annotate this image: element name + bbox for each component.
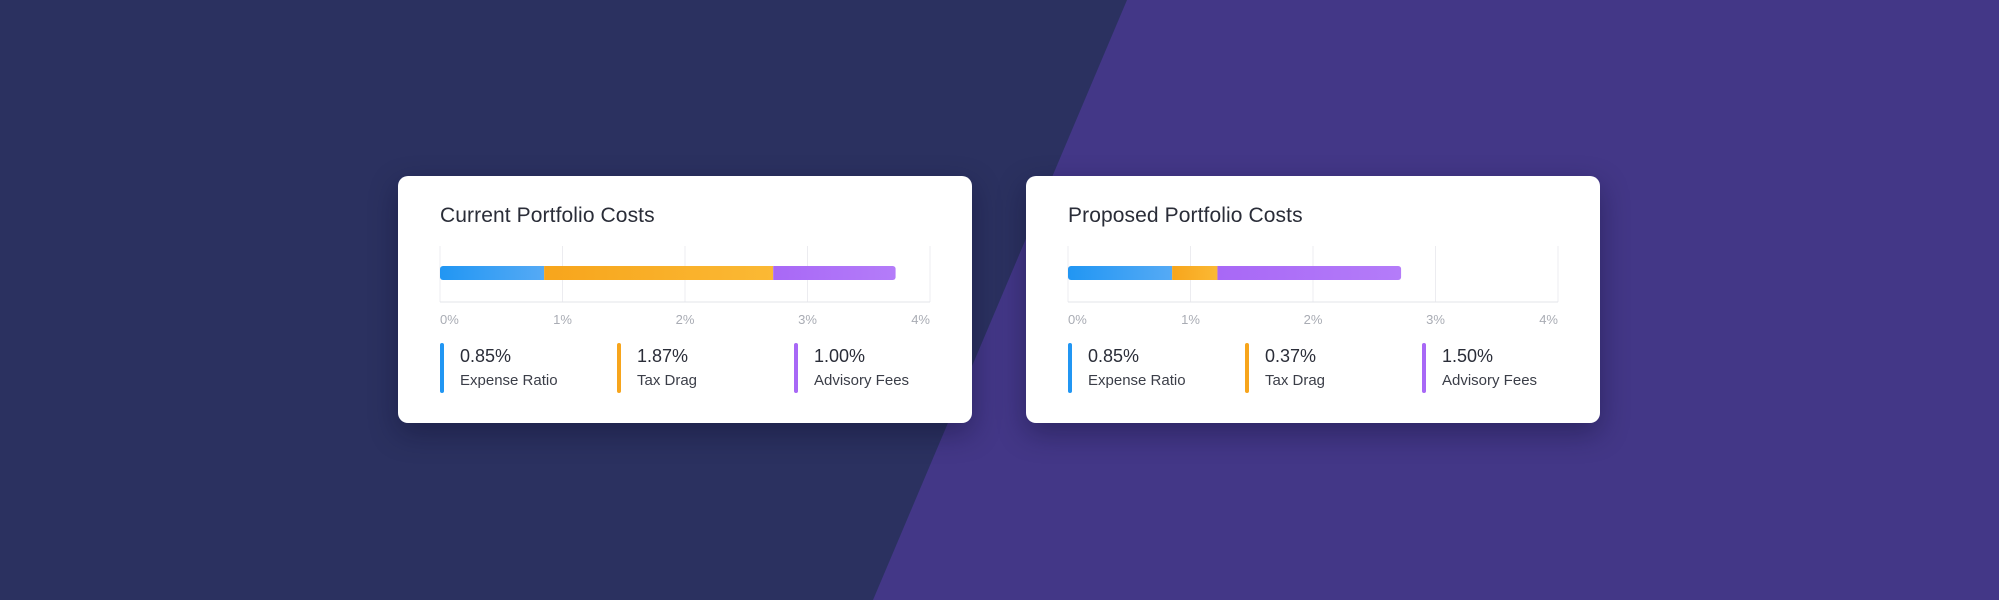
legend-marker [1422, 343, 1426, 393]
legend-item-expense-ratio: 0.85% Expense Ratio [440, 343, 558, 393]
legend-item-advisory-fees: 1.50% Advisory Fees [1422, 343, 1537, 393]
legend-value: 0.85% [1088, 346, 1140, 366]
stacked-bar [1068, 266, 1402, 280]
legend-marker [440, 343, 444, 393]
legend-marker [1068, 343, 1072, 393]
legend-value: 0.37% [1265, 346, 1317, 366]
legend: 0.85% Expense Ratio 0.37% Tax Drag 1.50%… [1068, 343, 1578, 395]
chart-svg: 0% 1% 2% 3% 4% [439, 246, 931, 327]
bar-segment-tax-drag [1172, 266, 1218, 280]
cost-chart: 0% 1% 2% 3% 4% [439, 246, 931, 327]
tick-label: 1% [553, 312, 572, 327]
tick-label: 3% [798, 312, 817, 327]
legend-label: Tax Drag [1265, 372, 1326, 389]
tick-label: 0% [440, 312, 459, 327]
bar-segment-tax-drag [544, 266, 774, 280]
legend-marker [617, 343, 621, 393]
chart-svg: 0% 1% 2% 3% 4% [1067, 246, 1559, 327]
legend: 0.85% Expense Ratio 1.87% Tax Drag 1.00%… [440, 343, 950, 395]
legend-item-advisory-fees: 1.00% Advisory Fees [794, 343, 909, 393]
current-portfolio-card: Current Portfolio Costs 0% 1% 2% 3% 4% 0.85%… [398, 176, 972, 423]
cost-chart: 0% 1% 2% 3% 4% [1067, 246, 1559, 327]
bar-segment-expense-ratio [440, 266, 545, 280]
legend-label: Expense Ratio [1088, 372, 1186, 389]
tick-label: 1% [1181, 312, 1200, 327]
legend-label: Expense Ratio [460, 372, 558, 389]
legend-value: 0.85% [460, 346, 512, 366]
tick-label: 2% [676, 312, 695, 327]
card-title: Current Portfolio Costs [440, 204, 655, 227]
legend-item-tax-drag: 0.37% Tax Drag [1245, 343, 1325, 393]
tick-label: 3% [1426, 312, 1445, 327]
legend-value: 1.00% [814, 346, 866, 366]
tick-label: 2% [1304, 312, 1323, 327]
legend-value: 1.87% [637, 346, 689, 366]
legend-label: Advisory Fees [814, 372, 910, 389]
stacked-bar [440, 266, 896, 280]
legend-label: Advisory Fees [1442, 372, 1538, 389]
legend-marker [1245, 343, 1249, 393]
tick-label: 4% [1539, 312, 1558, 327]
proposed-portfolio-card: Proposed Portfolio Costs 0% 1% 2% 3% 4% 0.85… [1026, 176, 1600, 423]
tick-label: 4% [911, 312, 930, 327]
bar-segment-advisory-fees [773, 266, 896, 280]
legend-item-expense-ratio: 0.85% Expense Ratio [1068, 343, 1186, 393]
legend-value: 1.50% [1442, 346, 1494, 366]
bar-segment-expense-ratio [1068, 266, 1173, 280]
legend-marker [794, 343, 798, 393]
bar-segment-advisory-fees [1217, 266, 1402, 280]
tick-label: 0% [1068, 312, 1087, 327]
card-title: Proposed Portfolio Costs [1068, 204, 1303, 227]
legend-item-tax-drag: 1.87% Tax Drag [617, 343, 697, 393]
legend-label: Tax Drag [637, 372, 698, 389]
